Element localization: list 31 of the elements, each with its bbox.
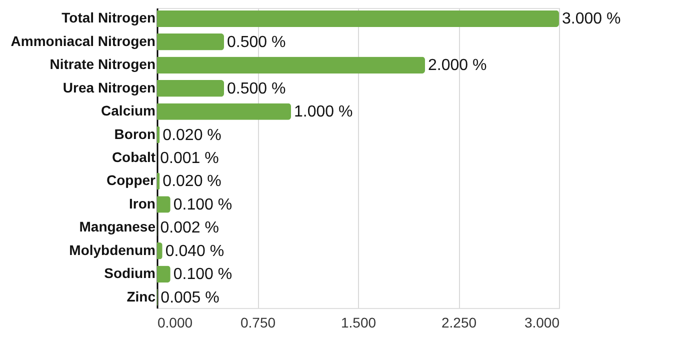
x-tick-label: 0.750 [240,314,276,330]
data-label: 2.000 % [428,57,487,74]
y-tick-label: Manganese [79,218,156,235]
y-tick-label: Cobalt [112,149,156,165]
data-label: 0.005 % [160,289,220,306]
y-tick-label: Ammoniacal Nitrogen [10,32,156,49]
data-label: 0.500 % [227,34,286,51]
y-tick-label: Calcium [101,102,156,119]
y-tick-label: Total Nitrogen [62,10,156,26]
data-label: 0.020 % [162,126,222,144]
y-tick-label: Iron [129,195,156,212]
y-tick-label: Boron [114,126,156,142]
data-label: 1.000 % [294,104,353,121]
y-tick-label: Urea Nitrogen [62,79,156,96]
data-label: 0.020 % [162,173,222,190]
x-tick-label: 2.250 [441,314,477,330]
y-tick-label: Molybdenum [69,242,156,258]
y-tick-label: Nitrate Nitrogen [50,56,156,72]
data-label: 3.000 % [562,10,621,28]
y-tick-label: Zinc [126,288,156,304]
x-tick-label: 3.000 [524,314,560,330]
data-label: 0.100 % [173,266,232,284]
data-label: 0.001 % [160,150,219,167]
y-tick-label: Copper [106,172,156,188]
data-label: 0.002 % [160,220,219,237]
data-label: 0.040 % [165,242,224,260]
x-tick-label: 1.500 [340,314,376,330]
x-tick-label: 0.000 [158,314,193,330]
data-label: 0.500 % [227,80,286,98]
data-label: 0.100 % [173,196,232,214]
y-tick-label: Sodium [104,265,156,282]
